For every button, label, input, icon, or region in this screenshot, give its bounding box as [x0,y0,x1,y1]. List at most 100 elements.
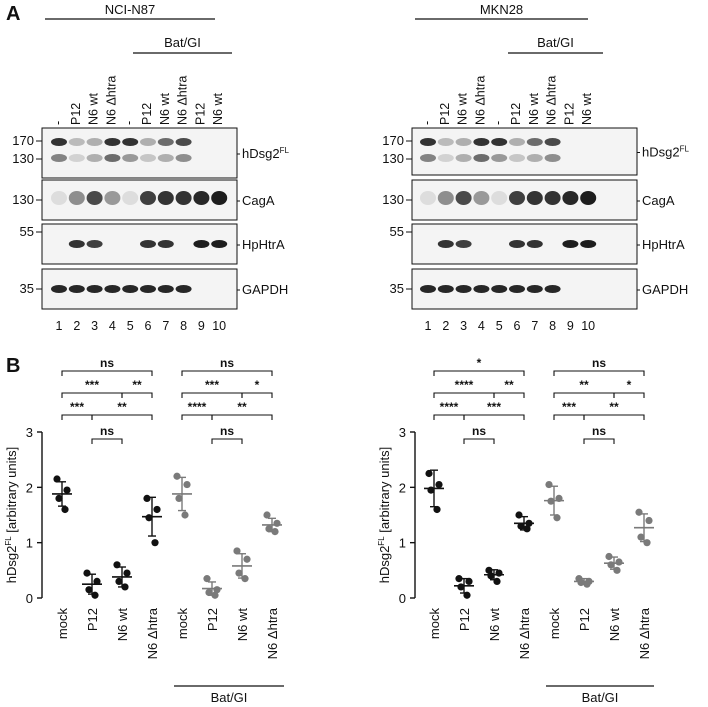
blot-band [509,191,525,205]
protein-label: CagA [642,193,675,208]
data-point [635,508,643,516]
significance-bracket [211,414,273,420]
y-tick-label: 1 [26,536,33,551]
x-category-label: mock [175,608,190,640]
data-point [175,494,183,502]
protein-label: GAPDH [242,282,288,297]
x-category-label: N6 Δhtra [637,607,652,659]
blot-band [544,154,561,162]
y-axis-label: hDsg2FL [arbitrary units] [4,447,19,584]
mw-marker: 35 [20,281,34,296]
mw-marker: 170 [12,133,34,148]
data-point [457,583,465,591]
blot-band [51,285,67,293]
data-point [115,577,123,586]
lane-label: P12 [193,103,207,125]
mw-marker: 170 [382,133,404,148]
blot-band [562,240,579,248]
blot-band [140,191,156,205]
blot-band [68,191,85,205]
x-category-label: N6 wt [607,608,622,642]
data-point [607,561,615,569]
data-point [271,528,279,536]
significance-bracket [433,392,495,398]
blot-band [420,191,436,205]
lane-number: 2 [442,319,449,333]
blot-band [157,138,174,146]
blot-band [473,285,490,293]
significance-label: ns [472,424,486,438]
lane-label: - [420,121,434,125]
blot-band [86,138,103,146]
blot-band [175,191,192,205]
data-point [555,494,563,502]
significance-label: **** [455,378,474,392]
lane-label: - [122,121,136,125]
cell-line-label: MKN28 [480,2,523,17]
lane-number: 1 [56,319,63,333]
blot-band [473,138,490,146]
lane-number: 1 [425,319,432,333]
data-point [523,525,531,533]
blot-band [509,138,525,146]
blot-band [437,154,454,162]
lane-number: 6 [514,319,521,333]
significance-bracket [241,392,273,398]
blot-band [193,240,210,248]
blot-band [455,285,472,293]
significance-label: ns [592,356,606,370]
protein-label: GAPDH [642,282,688,297]
blot-band [544,138,561,146]
data-point [211,591,219,599]
blot-band [473,191,490,205]
significance-bracket [433,370,525,376]
lane-label: N6 wt [580,93,594,125]
mw-marker: 130 [12,192,34,207]
lane-number: 10 [212,319,226,333]
blot-band [157,240,174,248]
lane-number: 10 [581,319,595,333]
mw-marker: 35 [390,281,404,296]
data-point [63,486,71,494]
x-category-label: N6 Δhtra [145,607,160,659]
lane-label: N6 wt [87,93,101,125]
significance-bracket [181,392,243,398]
blot-band [68,138,85,146]
blot-band [437,285,454,293]
significance-label: * [477,356,482,370]
treatment-label: Bat/GI [164,35,201,50]
data-point [83,569,91,577]
lane-label: N6 wt [211,93,225,125]
data-point [235,569,243,577]
data-point [53,475,61,483]
lane-number: 8 [549,319,556,333]
blot-band [562,191,579,205]
blot-band [526,138,543,146]
significance-label: ** [117,400,127,414]
significance-label: ns [220,424,234,438]
blot-band [455,138,472,146]
data-point [243,555,251,563]
data-point [273,519,281,527]
x-category-label: P12 [85,608,100,631]
significance-label: * [255,378,260,392]
data-point [583,580,591,588]
data-point [173,472,181,480]
data-point [203,575,211,583]
data-point [615,558,623,566]
significance-bracket [553,370,645,376]
blot-band [122,191,139,205]
significance-label: *** [85,378,99,392]
x-category-label: N6 Δhtra [265,607,280,659]
treatment-label: Bat/GI [537,35,574,50]
protein-label: hDsg2FL [642,145,689,160]
blot-band [455,191,472,205]
data-point [605,552,613,561]
group-label: Bat/GI [582,690,619,705]
data-point [465,577,473,586]
lane-label: N6 Δhtra [176,76,190,125]
blot-band [491,138,508,146]
x-category-label: N6 wt [115,608,130,642]
